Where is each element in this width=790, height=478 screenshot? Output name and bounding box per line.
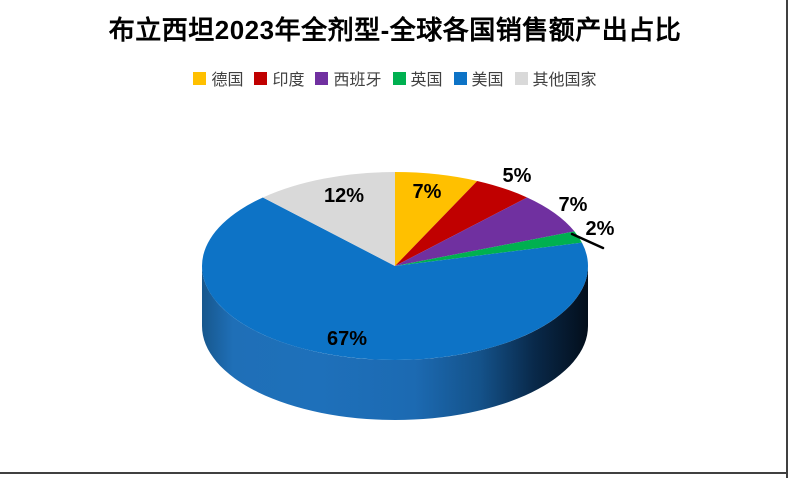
data-label-印度: 5% [503, 165, 532, 187]
legend-label-uk: 英国 [410, 72, 443, 89]
legend-swatch-spain [315, 71, 329, 85]
data-label-英国: 2% [586, 218, 615, 240]
legend-label-india: 印度 [272, 72, 305, 89]
legend-label-germany: 德国 [211, 72, 244, 89]
chart-legend: 德国 印度 西班牙 英国 美国 其他国家 [0, 66, 790, 90]
legend-swatch-other [514, 71, 528, 85]
pie-slice-德国 [395, 172, 478, 266]
legend-label-other: 其他国家 [532, 72, 597, 89]
leader-line [570, 232, 605, 250]
pie-slice-其他国家 [262, 172, 395, 266]
legend-swatch-germany [193, 71, 207, 85]
legend-item-germany: 德国 [193, 66, 243, 90]
pie-side-wall [202, 266, 588, 420]
legend-item-spain: 西班牙 [315, 66, 382, 90]
legend-label-spain: 西班牙 [333, 72, 382, 89]
pie-slice-英国 [395, 231, 582, 266]
pie-slice-印度 [395, 180, 528, 266]
legend-label-usa: 美国 [471, 72, 504, 89]
pie-slice-美国 [201, 197, 588, 360]
chart-title: 布立西坦2023年全剂型-全球各国销售额产出占比 [108, 15, 682, 45]
data-label-美国: 67% [327, 328, 367, 350]
legend-item-usa: 美国 [453, 66, 504, 90]
legend-item-other: 其他国家 [514, 66, 597, 90]
pie-slice-西班牙 [395, 197, 575, 266]
frame-border-bottom [0, 472, 787, 474]
legend-swatch-india [254, 71, 268, 85]
legend-swatch-uk [392, 71, 406, 85]
frame-border-right [786, 0, 788, 478]
data-label-西班牙: 7% [559, 194, 588, 216]
legend-swatch-usa [453, 71, 467, 85]
legend-item-uk: 英国 [392, 66, 443, 90]
data-label-其他国家: 12% [324, 185, 364, 207]
data-label-德国: 7% [413, 181, 442, 203]
legend-item-india: 印度 [254, 66, 304, 90]
